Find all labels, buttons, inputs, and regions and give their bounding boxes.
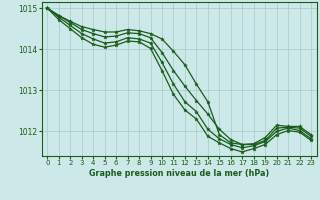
X-axis label: Graphe pression niveau de la mer (hPa): Graphe pression niveau de la mer (hPa): [89, 169, 269, 178]
